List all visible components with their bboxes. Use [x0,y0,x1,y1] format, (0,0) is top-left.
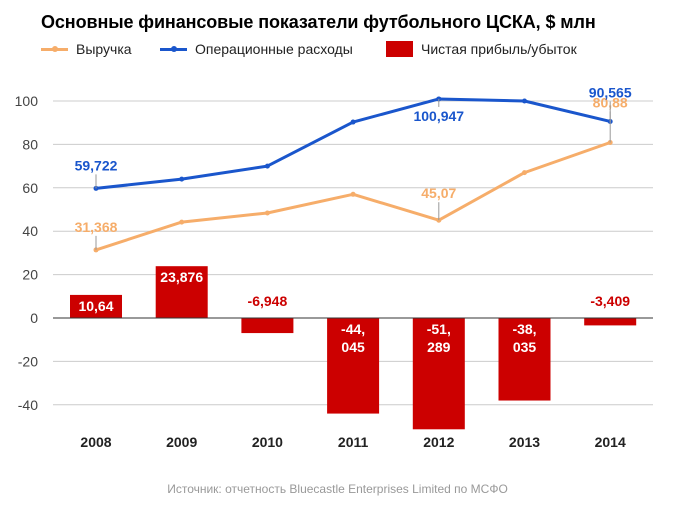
bar-profit-2011 [327,318,380,414]
point-revenue-2009 [179,219,185,225]
legend-item-expenses[interactable]: Операционные расходы [160,40,353,58]
x-category-label: 2013 [509,434,540,450]
x-category-label: 2012 [423,434,454,450]
bar-profit-2014 [584,318,637,326]
point-expenses-2010 [264,163,270,169]
y-tick-label: 80 [22,136,38,152]
bar-data-label: 10,64 [78,298,113,314]
legend-item-profit[interactable]: Чистая прибыль/убыток [386,40,577,58]
legend-item-revenue[interactable]: Выручка [41,40,132,58]
x-category-label: 2011 [338,434,369,450]
chart-title: Основные финансовые показатели футбольно… [41,12,596,32]
bar-data-label: -44, 045 [341,321,365,355]
bar-data-label: 23,876 [160,269,203,285]
point-revenue-2011 [350,191,356,197]
bar-data-label-line: -3,409 [590,293,630,309]
bar-profit-2008 [70,294,122,318]
line-data-label: 45,07 [421,185,456,201]
x-category-label: 2014 [595,434,626,450]
bar-data-label: -51, 289 [427,321,451,355]
bar-profit-2013 [498,318,551,401]
bar-data-label: -3,409 [590,293,630,309]
point-expenses-2011 [350,119,356,125]
point-expenses-2013 [522,98,527,104]
bar-data-label-line: -51, [427,321,451,337]
line-data-label: 100,947 [413,108,464,124]
x-category-label: 2009 [166,434,197,450]
legend-expenses-line-icon [160,46,187,52]
point-revenue-2013 [522,170,527,176]
line-data-label: 90,565 [589,84,632,100]
bar-data-label: -38, 035 [512,321,536,355]
source-note: Источник: отчетность Bluecastle Enterpri… [167,482,508,496]
line-data-label: 31,368 [75,219,118,235]
y-tick-label: 0 [30,310,38,326]
y-tick-label: 20 [22,267,38,283]
line-expenses [95,97,611,190]
legend-profit-box-icon [386,41,413,57]
bar-data-label-line: -44, [341,321,365,337]
legend-expenses-label: Операционные расходы [195,41,353,57]
legend-revenue-label: Выручка [76,41,132,57]
x-category-label: 2010 [252,434,283,450]
y-tick-label: -20 [18,353,38,369]
bar-data-label-line: -6,948 [248,293,288,309]
legend-revenue-line-icon [41,46,68,52]
bar-data-label-line: 045 [341,339,365,355]
y-tick-label: 60 [22,180,38,196]
point-expenses-2009 [179,176,185,182]
bar-data-label-line: 035 [513,339,537,355]
legend-profit-label: Чистая прибыль/убыток [421,41,577,57]
point-revenue-2010 [264,210,270,216]
line-data-label: 59,722 [75,157,118,173]
bar-data-label-line: 10,64 [78,298,113,314]
bar-data-label-line: 23,876 [160,269,203,285]
bar-profit-2010 [241,318,294,334]
y-tick-label: 40 [22,223,38,239]
bar-profit-2009 [155,266,208,318]
y-tick-label: -40 [18,397,38,413]
x-category-label: 2008 [80,434,111,450]
bar-data-label-line: 289 [427,339,451,355]
bar-data-label: -6,948 [248,293,288,309]
bar-profit-2012 [412,318,465,430]
y-tick-label: 100 [15,93,39,109]
bar-data-label-line: -38, [512,321,536,337]
